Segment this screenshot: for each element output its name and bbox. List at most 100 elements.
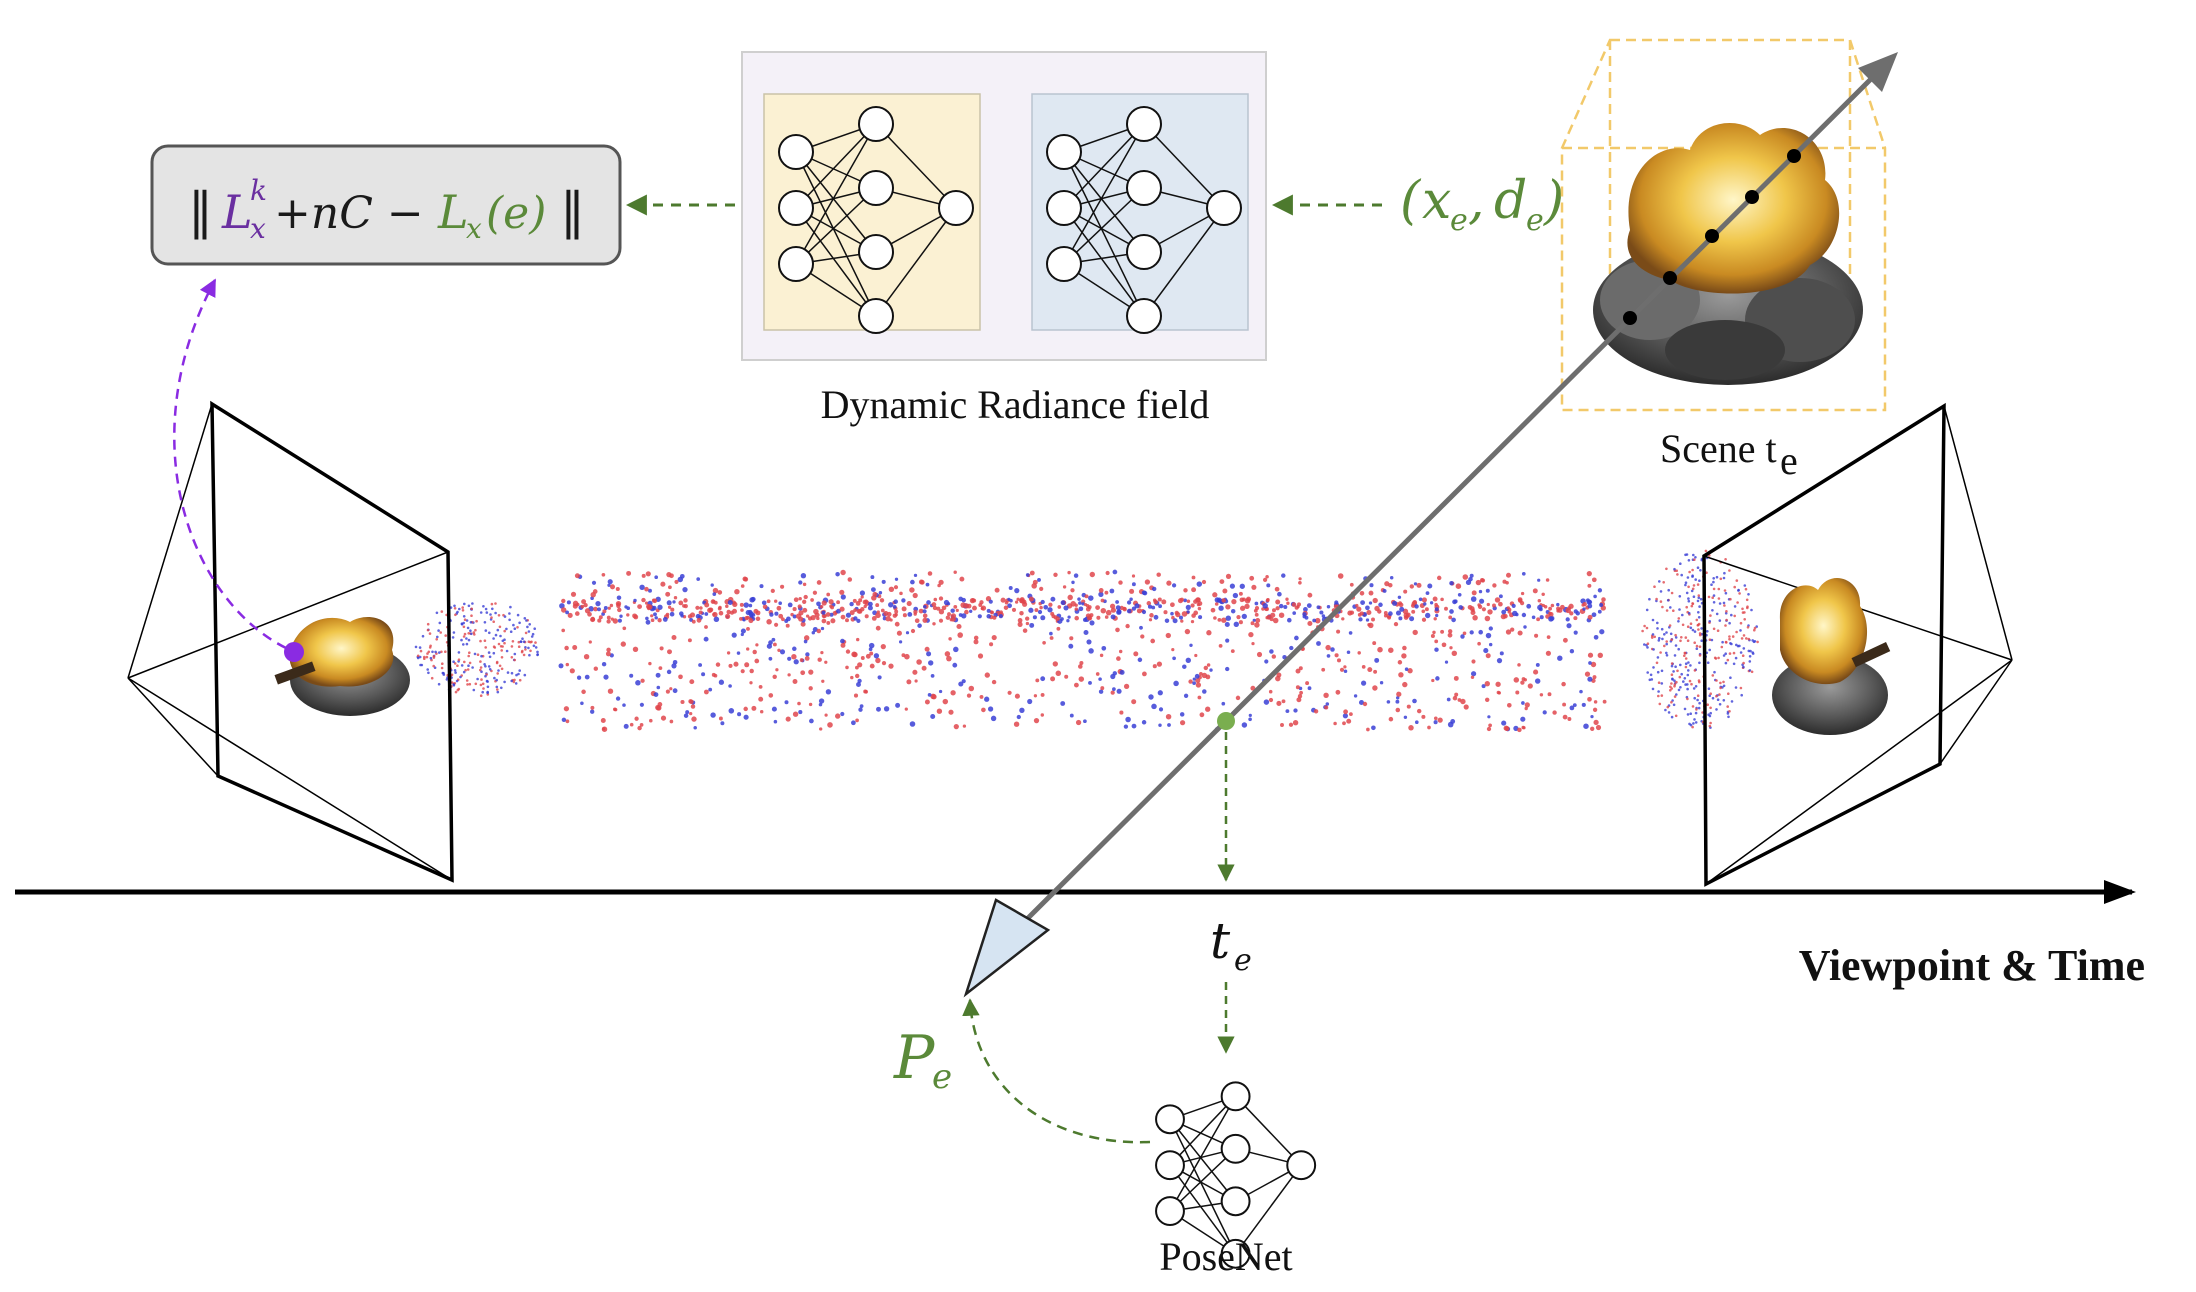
point-cloud-dot — [1335, 689, 1341, 695]
point-cloud-dot — [1712, 587, 1716, 591]
point-cloud-dot — [1691, 725, 1694, 729]
point-cloud-dot — [678, 674, 683, 680]
point-cloud-dot — [1686, 713, 1690, 716]
point-cloud-dot — [518, 621, 521, 625]
point-cloud-dot — [1686, 625, 1690, 628]
point-cloud-dot — [1694, 685, 1698, 688]
point-cloud-dot — [947, 612, 951, 617]
point-cloud-dot — [1677, 620, 1680, 623]
point-cloud-dot — [1562, 702, 1567, 707]
point-cloud-dot — [1545, 578, 1550, 582]
point-cloud-dot — [1451, 650, 1458, 657]
point-cloud-dot — [597, 607, 601, 612]
point-cloud-dot — [1729, 597, 1732, 601]
point-cloud-dot — [1661, 637, 1664, 641]
point-cloud-dot — [1004, 600, 1009, 605]
point-cloud-dot — [1064, 674, 1069, 679]
point-cloud-dot — [1033, 717, 1040, 724]
point-cloud-dot — [1718, 619, 1722, 622]
point-cloud-dot — [1126, 600, 1132, 605]
point-cloud-dot — [924, 699, 930, 705]
point-cloud-dot — [1022, 628, 1028, 633]
point-cloud-dot — [1382, 588, 1387, 593]
point-cloud-dot — [1730, 613, 1733, 617]
point-cloud-dot — [901, 606, 907, 612]
point-cloud-dot — [769, 612, 774, 617]
point-cloud-dot — [1115, 600, 1119, 604]
point-cloud-dot — [437, 682, 441, 686]
point-cloud-dot — [785, 716, 791, 722]
point-cloud-dot — [1462, 574, 1469, 580]
point-cloud-dot — [1683, 677, 1687, 680]
point-cloud-dot — [650, 618, 655, 622]
point-cloud-dot — [847, 577, 853, 582]
point-cloud-dot — [1666, 705, 1670, 709]
point-cloud-dot — [1218, 605, 1224, 611]
point-cloud-dot — [1133, 651, 1139, 657]
point-cloud-dot — [1670, 591, 1674, 595]
point-cloud-dot — [1403, 612, 1410, 619]
point-cloud-dot — [668, 585, 672, 590]
point-cloud-dot — [667, 605, 672, 609]
point-cloud-dot — [1285, 709, 1290, 714]
loss-term-k-sub: x — [250, 212, 266, 245]
point-cloud-dot — [471, 602, 474, 605]
point-cloud-dot — [739, 617, 743, 621]
point-cloud-dot — [1655, 597, 1658, 601]
point-cloud-dot — [1684, 683, 1687, 686]
point-cloud-dot — [1365, 618, 1370, 622]
point-cloud-dot — [877, 675, 882, 680]
point-cloud-dot — [990, 715, 997, 722]
point-cloud-dot — [1199, 672, 1203, 676]
point-cloud-dot — [704, 612, 709, 616]
point-cloud-dot — [1407, 668, 1413, 674]
point-cloud-dot — [1440, 629, 1445, 634]
ray-arrowhead — [1858, 52, 1898, 92]
point-cloud-dot — [1101, 645, 1107, 651]
point-cloud-dot — [1129, 597, 1133, 602]
point-cloud-dot — [1048, 602, 1053, 607]
point-cloud-dot — [1477, 604, 1483, 609]
point-cloud-dot — [703, 689, 709, 695]
point-cloud-dot — [590, 591, 596, 598]
point-cloud-dot — [1371, 725, 1376, 731]
point-cloud-dot — [1698, 632, 1702, 635]
point-cloud-dot — [1050, 676, 1056, 682]
point-cloud-dot — [734, 588, 740, 595]
point-cloud-dot — [462, 670, 466, 674]
point-cloud-dot — [1697, 611, 1700, 614]
point-cloud-dot — [749, 668, 754, 674]
point-cloud-dot — [1411, 609, 1416, 614]
point-cloud-dot — [713, 600, 718, 605]
point-cloud-dot — [1700, 627, 1703, 630]
point-cloud-dot — [878, 590, 883, 595]
point-cloud-dot — [750, 596, 756, 602]
point-cloud-dot — [926, 651, 932, 657]
point-cloud-dot — [508, 612, 511, 615]
point-cloud-dot — [1746, 626, 1750, 629]
ray-sample-point — [1787, 149, 1801, 163]
point-cloud-dot — [751, 613, 756, 617]
point-cloud-dot — [712, 587, 719, 594]
point-cloud-dot — [565, 662, 570, 667]
point-cloud-dot — [1149, 613, 1154, 618]
point-cloud-dot — [858, 598, 863, 603]
point-cloud-dot — [1125, 623, 1130, 629]
point-cloud-dot — [1722, 680, 1725, 684]
point-cloud-dot — [1019, 707, 1025, 713]
point-cloud-dot — [429, 644, 432, 648]
point-cloud-dot — [1716, 698, 1720, 701]
point-cloud-dot — [1457, 592, 1462, 597]
point-cloud-dot — [1342, 713, 1348, 719]
point-cloud-dot — [1548, 611, 1552, 616]
point-cloud-dot — [500, 667, 504, 671]
point-cloud-dot — [1250, 685, 1256, 691]
point-cloud-dot — [1355, 603, 1359, 608]
point-cloud-dot — [503, 638, 506, 641]
point-cloud-dot — [1063, 605, 1069, 611]
point-cloud-dot — [852, 598, 857, 603]
point-cloud-dot — [1089, 620, 1095, 626]
point-cloud-dot — [1655, 661, 1659, 665]
point-cloud-dot — [456, 664, 459, 667]
